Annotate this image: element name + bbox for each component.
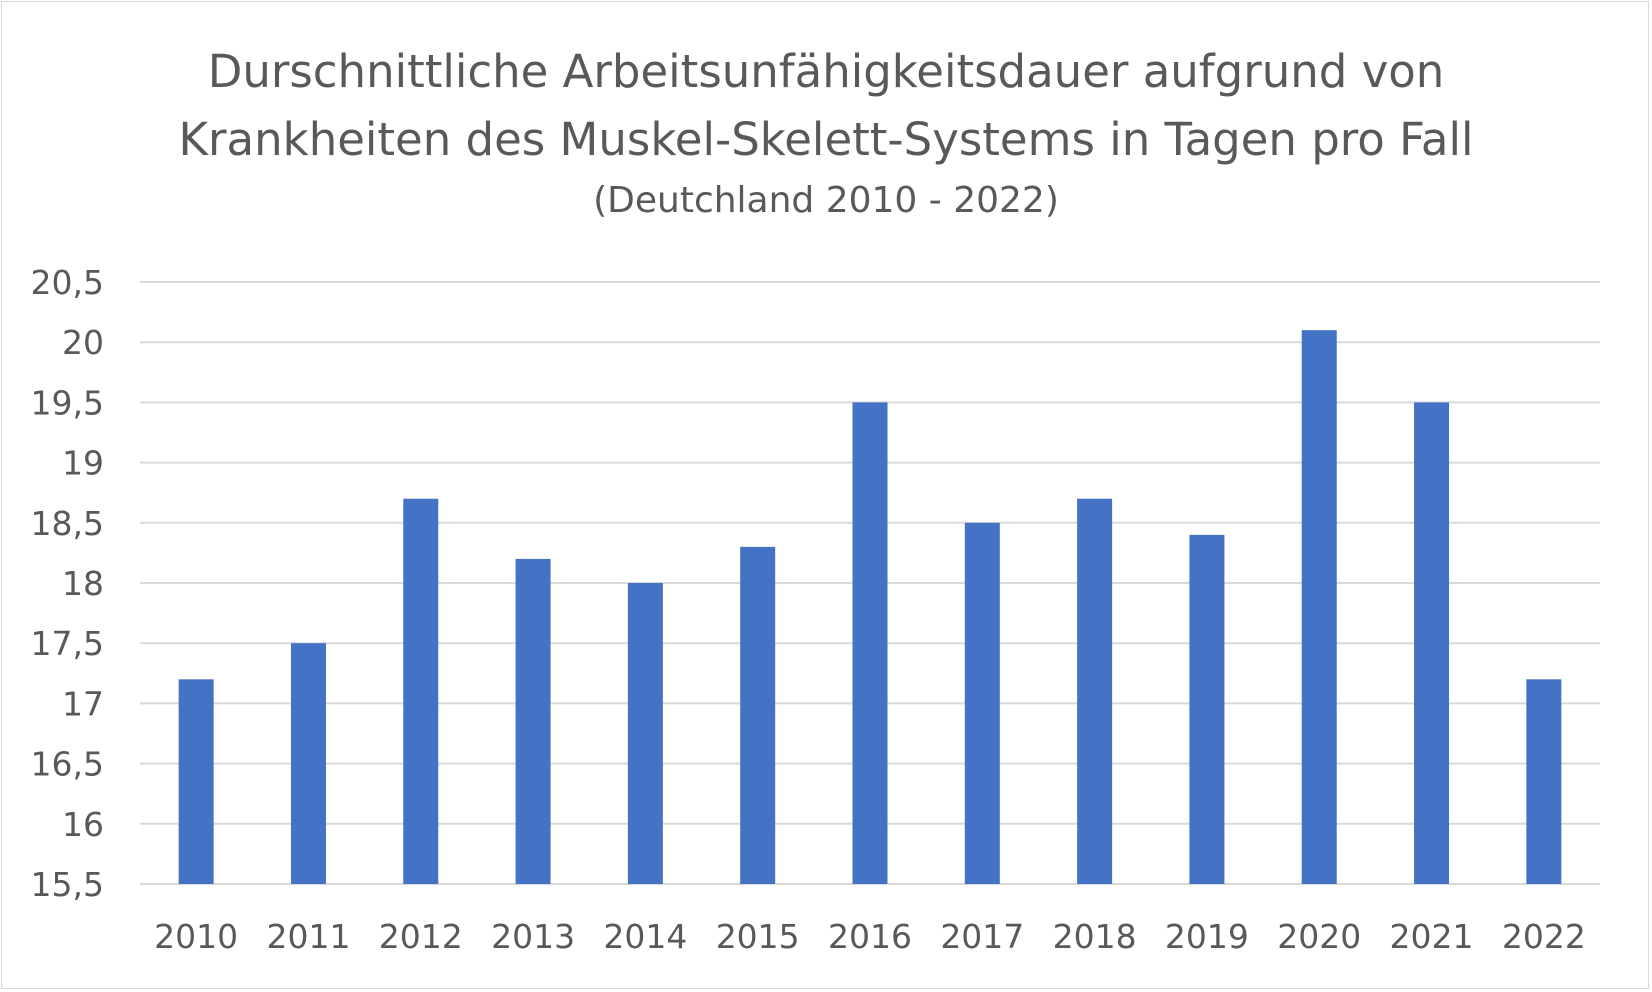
chart-title-line-1: Durschnittliche Arbeitsunfähigkeitsdauer…: [207, 45, 1445, 98]
x-tick-label: 2017: [940, 917, 1024, 956]
bar-2020: [1301, 330, 1337, 884]
x-tick-label: 2010: [154, 917, 238, 956]
y-tick-label: 18,5: [31, 504, 104, 543]
bar-2019: [1189, 534, 1225, 884]
x-tick-label: 2013: [491, 917, 575, 956]
y-tick-label: 19: [62, 444, 104, 483]
x-tick-label: 2012: [379, 917, 463, 956]
y-tick-label: 16,5: [31, 745, 104, 784]
x-tick-label: 2016: [828, 917, 912, 956]
x-tick-label: 2022: [1502, 917, 1586, 956]
bar-2022: [1526, 679, 1562, 884]
x-tick-label: 2015: [716, 917, 800, 956]
x-tick-label: 2011: [266, 917, 350, 956]
chart-title-line-2: Krankheiten des Muskel-Skelett-Systems i…: [178, 113, 1474, 166]
x-axis-tick-labels: 2010 2011 2012 2013 2014 2015 2016 2017 2018 2019…: [154, 917, 1586, 956]
bar-2012: [403, 498, 439, 884]
y-tick-label: 16: [62, 805, 104, 844]
x-tick-label: 2019: [1165, 917, 1249, 956]
bars: [178, 330, 1562, 884]
y-axis-tick-labels: 15,5 16 16,5 17 17,5 18 18,5 19 19,5 20 20,5: [31, 263, 104, 904]
x-tick-label: 2021: [1390, 917, 1474, 956]
bar-2010: [178, 679, 214, 884]
y-tick-label: 15,5: [31, 865, 104, 904]
y-tick-label: 20,5: [31, 263, 104, 302]
x-tick-label: 2020: [1277, 917, 1361, 956]
y-tick-label: 18: [62, 564, 104, 603]
y-tick-label: 20: [62, 323, 104, 362]
bar-2011: [290, 643, 326, 884]
y-tick-label: 19,5: [31, 383, 104, 422]
y-tick-label: 17,5: [31, 624, 104, 663]
bar-2013: [515, 558, 551, 884]
chart-subtitle: (Deutchland 2010 - 2022): [593, 180, 1059, 221]
bar-2021: [1414, 402, 1450, 884]
y-tick-label: 17: [62, 684, 104, 723]
x-tick-label: 2014: [603, 917, 687, 956]
bar-2014: [627, 583, 663, 884]
bar-2016: [852, 402, 888, 884]
x-tick-label: 2018: [1053, 917, 1137, 956]
bar-2017: [964, 522, 1000, 884]
bar-2018: [1077, 498, 1113, 884]
bar-2015: [740, 546, 776, 884]
